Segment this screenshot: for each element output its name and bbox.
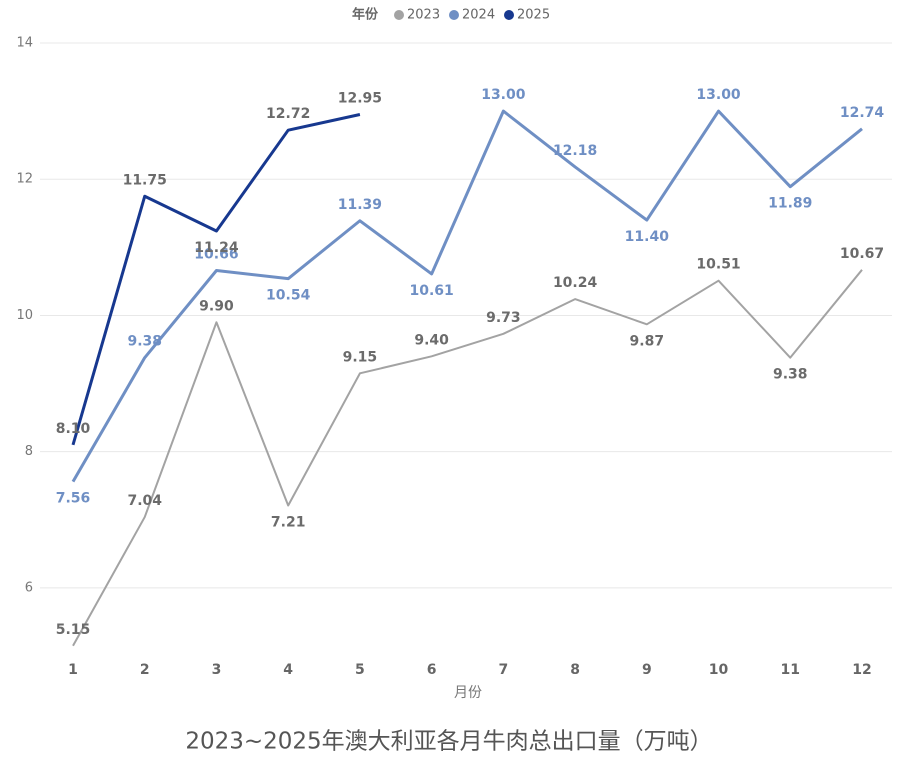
data-label: 12.18 <box>553 143 597 159</box>
data-label: 11.39 <box>338 197 382 213</box>
legend-label: 2025 <box>517 8 550 23</box>
x-tick-label: 2 <box>140 662 150 678</box>
legend-label: 2023 <box>407 8 440 23</box>
x-tick-label: 8 <box>570 662 580 678</box>
data-label: 12.72 <box>266 106 310 122</box>
data-label: 11.75 <box>123 172 167 188</box>
legend-title: 年份 <box>352 7 379 23</box>
legend-swatch <box>504 10 514 20</box>
data-label: 10.66 <box>194 246 238 262</box>
x-tick-label: 1 <box>68 662 78 678</box>
chart-title: 2023~2025年澳大利亚各月牛肉总出口量（万吨） <box>185 729 712 755</box>
data-label: 9.15 <box>343 349 378 365</box>
data-label: 10.61 <box>409 283 453 299</box>
x-tick-label: 9 <box>642 662 652 678</box>
data-label: 13.00 <box>481 87 526 103</box>
data-label: 12.74 <box>840 105 885 121</box>
x-tick-label: 5 <box>355 662 365 678</box>
data-label: 12.95 <box>338 91 382 107</box>
data-label: 7.21 <box>271 514 306 530</box>
series-line <box>72 269 863 647</box>
data-label: 7.04 <box>127 493 162 509</box>
legend-label: 2024 <box>462 8 495 23</box>
x-axis-label: 月份 <box>454 685 482 701</box>
data-label: 9.38 <box>773 367 808 383</box>
data-label: 13.00 <box>696 87 741 103</box>
x-tick-label: 7 <box>498 662 508 678</box>
y-tick-label: 14 <box>16 36 33 51</box>
legend-swatch <box>449 10 459 20</box>
series-line <box>71 109 863 483</box>
x-tick-label: 10 <box>709 662 729 678</box>
legend-swatch <box>394 10 404 20</box>
y-tick-label: 8 <box>25 444 33 459</box>
data-label: 9.38 <box>127 334 162 350</box>
data-label: 11.89 <box>768 196 812 212</box>
data-label: 7.56 <box>56 491 91 507</box>
x-tick-label: 11 <box>781 662 800 678</box>
data-label: 11.24 <box>194 240 239 256</box>
x-tick-label: 4 <box>283 662 293 678</box>
x-tick-label: 3 <box>212 662 222 678</box>
data-label: 9.87 <box>630 333 665 349</box>
x-tick-label: 6 <box>427 662 437 678</box>
data-label: 10.24 <box>553 275 598 291</box>
data-label: 10.54 <box>266 288 311 304</box>
y-tick-label: 6 <box>25 580 33 595</box>
data-label: 10.51 <box>696 257 740 273</box>
data-label: 5.15 <box>56 622 91 638</box>
x-tick-label: 12 <box>852 662 871 678</box>
y-tick-label: 10 <box>16 308 33 323</box>
data-label: 8.10 <box>56 421 91 437</box>
series-line <box>71 113 361 446</box>
data-label: 9.90 <box>199 298 234 314</box>
y-tick-label: 12 <box>16 172 33 187</box>
data-label: 9.40 <box>414 332 449 348</box>
data-label: 11.40 <box>625 229 670 245</box>
data-label: 9.73 <box>486 310 521 326</box>
data-label: 10.67 <box>840 246 884 262</box>
